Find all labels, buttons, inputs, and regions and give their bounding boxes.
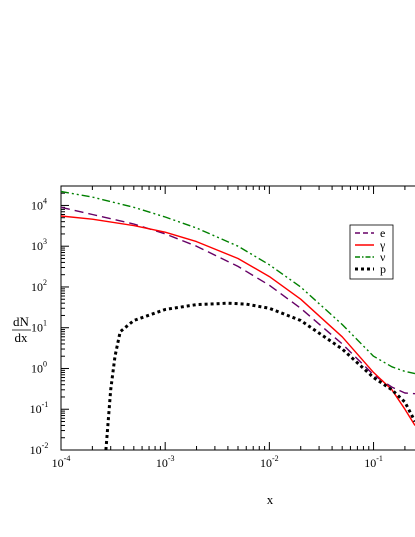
series-line-e	[61, 206, 415, 395]
y-tick-exponent: 1	[43, 319, 47, 328]
x-tick-base: 10	[156, 456, 168, 470]
x-tick-base: 10	[260, 456, 272, 470]
y-tick-label: 103	[31, 237, 47, 253]
x-tick-base: 10	[364, 456, 376, 470]
x-tick-base: 10	[52, 456, 64, 470]
x-tick-label: 10-2	[260, 454, 279, 470]
x-tick-exponent: -3	[168, 454, 175, 463]
x-axis: 10-4 10-3 10-2 10-1	[52, 186, 406, 470]
y-tick-exponent: 3	[43, 237, 47, 246]
y-tick-base: 10	[30, 402, 42, 416]
series-line-γ	[61, 215, 415, 426]
series-line-p	[104, 301, 415, 450]
series-layer	[61, 190, 415, 450]
plot-frame	[60, 185, 415, 451]
y-tick-base: 10	[31, 239, 43, 253]
x-tick-label: 10-4	[52, 454, 71, 470]
x-axis-label: x	[267, 492, 274, 507]
y-tick-base: 10	[31, 361, 43, 375]
y-tick-exponent: 4	[43, 196, 47, 205]
y-tick-exponent: 0	[43, 359, 47, 368]
x-tick-exponent: -1	[376, 454, 383, 463]
y-tick-base: 10	[30, 443, 42, 457]
y-axis-label: dN dx	[12, 314, 31, 345]
legend-item-label: e	[380, 226, 385, 240]
y-tick-label: 10-1	[30, 400, 49, 416]
y-tick-label: 104	[31, 196, 47, 212]
y-tick-label: 100	[31, 359, 47, 375]
plot-area	[60, 185, 415, 451]
legend-item-label: p	[380, 262, 386, 276]
y-tick-base: 10	[31, 280, 43, 294]
y-tick-base: 10	[31, 198, 43, 212]
y-axis-label-denominator: dx	[15, 330, 29, 345]
y-tick-exponent: -2	[42, 441, 49, 450]
x-tick-label: 10-3	[156, 454, 175, 470]
y-tick-label: 101	[31, 319, 47, 335]
legend-item-label: γ	[379, 238, 386, 252]
legend-item-label: ν	[380, 250, 386, 264]
series-line-ν	[61, 190, 415, 375]
y-tick-label: 102	[31, 278, 47, 294]
y-tick-label: 10-2	[30, 441, 49, 457]
y-tick-base: 10	[31, 321, 43, 335]
x-tick-exponent: -4	[64, 454, 71, 463]
y-axis-label-numerator: dN	[13, 314, 30, 329]
y-tick-exponent: -1	[42, 400, 49, 409]
x-tick-exponent: -2	[272, 454, 279, 463]
y-tick-exponent: 2	[43, 278, 47, 287]
x-tick-label: 10-1	[364, 454, 383, 470]
